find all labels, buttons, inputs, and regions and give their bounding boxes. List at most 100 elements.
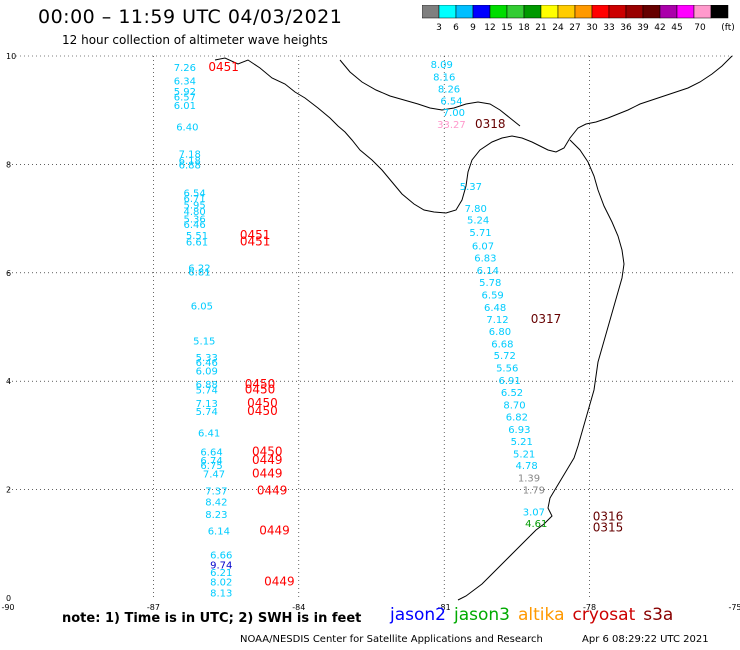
time-tag: 0450 <box>247 404 278 418</box>
swh-value: 6.57 <box>174 93 196 104</box>
swh-value: 5.33 <box>196 353 218 364</box>
colorbar-label: 70 <box>694 23 706 33</box>
time-tag: 0450 <box>245 382 276 396</box>
colorbar-label: 15 <box>501 23 512 33</box>
time-tag: 0451 <box>208 60 239 74</box>
swh-value: 33.27 <box>437 120 466 131</box>
x-tick-label: -75 <box>728 603 740 612</box>
swh-value: 8.23 <box>205 510 227 521</box>
swh-value: 7.00 <box>443 108 465 119</box>
time-tag: 0318 <box>475 117 506 131</box>
swh-value: 6.41 <box>198 429 220 440</box>
swh-value: 7.47 <box>203 469 225 480</box>
colorbar-swatch <box>710 5 729 19</box>
swh-value: 5.92 <box>174 87 196 98</box>
x-tick-label: -78 <box>583 603 596 612</box>
x-tick-label: -81 <box>438 603 451 612</box>
colorbar-label: 36 <box>620 23 632 33</box>
y-tick-label: 0 <box>6 594 11 603</box>
colorbar-label: 39 <box>637 23 649 33</box>
swh-value: 5.56 <box>496 364 518 375</box>
swh-value: 7.80 <box>465 204 487 215</box>
coastline-ecuador <box>457 535 531 601</box>
swh-value: 6.61 <box>186 237 208 248</box>
swh-value: 6.66 <box>210 551 232 562</box>
colorbar-label: 33 <box>603 23 614 33</box>
note-text: note: 1) Time is in UTC; 2) SWH is in fe… <box>62 611 362 626</box>
swh-value: 5.37 <box>460 182 482 193</box>
swh-value: 8.09 <box>431 60 453 71</box>
y-tick-label: 8 <box>6 160 11 169</box>
swh-value: 4.80 <box>183 207 205 218</box>
swh-value: 5.51 <box>186 231 208 242</box>
swh-value: 6.81 <box>188 268 210 279</box>
swh-value: 6.34 <box>174 76 196 87</box>
swh-value: 8.70 <box>503 401 525 412</box>
swh-value: 6.40 <box>176 122 198 133</box>
swh-value: 5.72 <box>494 351 516 362</box>
time-tag: 0449 <box>252 453 283 467</box>
swh-value: 6.74 <box>200 456 222 467</box>
swh-value: 6.91 <box>498 376 520 387</box>
swh-labels: 7.266.345.926.576.016.407.186.186.886.54… <box>174 60 624 600</box>
credit-text: NOAA/NESDIS Center for Satellite Applica… <box>240 634 543 645</box>
colorbar-label: 27 <box>569 23 580 33</box>
swh-value: 6.21 <box>210 568 232 579</box>
swh-value: 6.18 <box>179 156 201 167</box>
swh-value: 4.78 <box>515 461 537 472</box>
time-tag: 0451 <box>240 234 271 248</box>
swh-value: 5.71 <box>469 228 491 239</box>
colorbar-unit: (ft) <box>721 23 735 33</box>
swh-value: 6.14 <box>208 526 230 537</box>
y-tick-label: 2 <box>6 486 11 495</box>
swh-value: 6.93 <box>508 425 530 436</box>
swh-value: 7.18 <box>179 150 201 161</box>
swh-value: 6.52 <box>501 388 523 399</box>
x-tick-label: -87 <box>147 603 160 612</box>
swh-value: 5.74 <box>196 407 218 418</box>
time-tag: 0316 <box>593 510 624 524</box>
swh-value: 6.88 <box>196 380 218 391</box>
legend-s3a: s3a <box>643 605 674 625</box>
time-tag: 0315 <box>593 521 624 535</box>
swh-value: 3.07 <box>523 507 545 518</box>
legend-altika: altika <box>518 605 565 625</box>
swh-value: 4.61 <box>525 519 547 530</box>
swh-value: 6.14 <box>477 266 499 277</box>
swh-value: 6.71 <box>183 194 205 205</box>
swh-value: 6.22 <box>188 263 210 274</box>
colorbar-label: 24 <box>552 23 564 33</box>
swh-value: 6.01 <box>174 101 196 112</box>
time-tag: 0450 <box>252 445 283 459</box>
swh-value: 6.64 <box>200 448 222 459</box>
swh-value: 1.79 <box>523 486 545 497</box>
swh-value: 5.74 <box>196 385 218 396</box>
time-tag: 0450 <box>247 396 278 410</box>
colorbar-label: 42 <box>654 23 665 33</box>
coastline-gulf-panama <box>339 59 521 127</box>
swh-value: 8.42 <box>205 498 227 509</box>
swh-value: 5.24 <box>467 216 489 227</box>
swh-value: 7.12 <box>486 315 508 326</box>
y-tick-label: 10 <box>6 52 16 61</box>
satellite-legend: jason2 jason3 altika cryosat s3a <box>390 605 681 625</box>
colorbar-label: 3 <box>436 23 442 33</box>
swh-value: 6.46 <box>196 358 218 369</box>
swh-value: 6.54 <box>183 189 205 200</box>
swh-value: 6.05 <box>191 301 213 312</box>
time-tag: 0317 <box>531 312 562 326</box>
swh-value: 7.13 <box>196 399 218 410</box>
swh-value: 6.75 <box>200 461 222 472</box>
time-tag: 0449 <box>264 575 295 589</box>
x-tick-label: -84 <box>292 603 305 612</box>
time-tag: 0450 <box>245 377 276 391</box>
swh-value: 6.82 <box>506 412 528 423</box>
time-tag: 0449 <box>257 484 288 498</box>
swh-value: 5.36 <box>183 215 205 226</box>
swh-value: 5.21 <box>513 449 535 460</box>
swh-value: 6.46 <box>183 220 205 231</box>
coastline <box>214 55 733 601</box>
swh-value: 5.78 <box>479 278 501 289</box>
swh-value: 6.68 <box>491 339 513 350</box>
